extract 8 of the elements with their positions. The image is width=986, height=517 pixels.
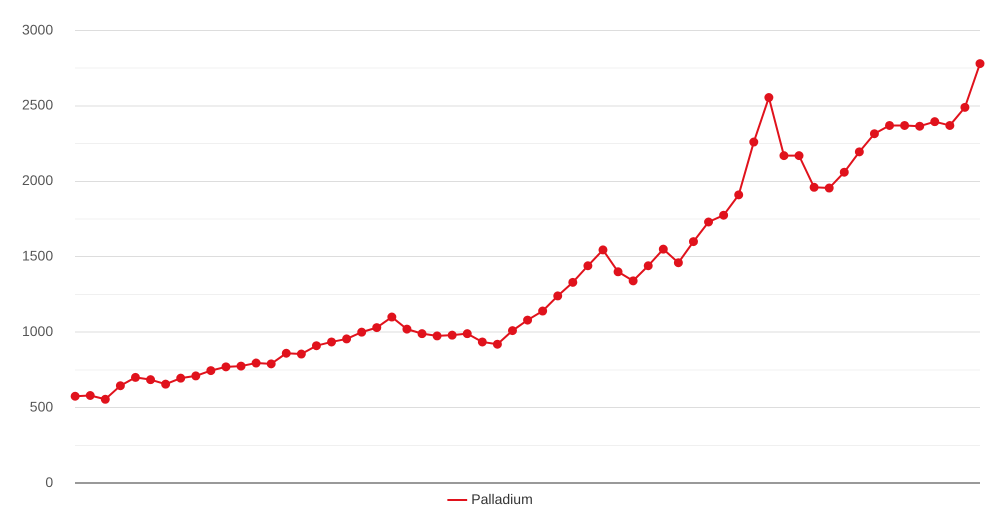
y-tick-label: 0: [45, 474, 54, 490]
y-tick-label: 500: [30, 398, 54, 414]
y-tick-label: 1500: [22, 248, 54, 264]
y-tick-label: 3000: [22, 21, 54, 38]
legend-label: Palladium: [471, 490, 533, 507]
y-tick-label: 2500: [22, 96, 54, 113]
y-tick-label: 1000: [22, 322, 54, 339]
y-tick-label: 2000: [22, 172, 54, 188]
